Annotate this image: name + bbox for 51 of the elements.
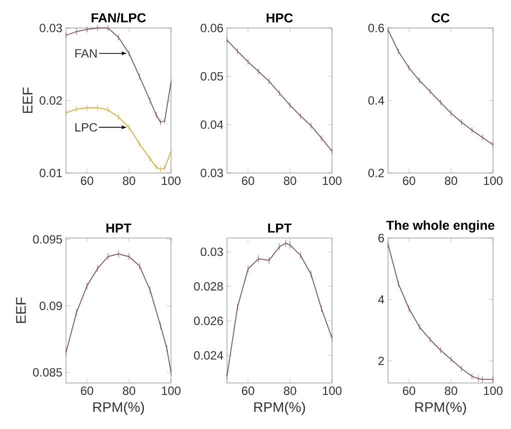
- y-tick-label: 4: [378, 295, 384, 304]
- y-tick-label: 2: [378, 356, 384, 366]
- chart-title: HPC: [266, 13, 293, 22]
- y-axis-title: EEF: [16, 297, 26, 323]
- chart-title: The whole engine: [386, 220, 494, 233]
- y-tick-label: 0.6: [368, 24, 384, 32]
- y-tick-label: 0.01: [40, 168, 62, 178]
- x-tick-label: 100: [162, 176, 181, 185]
- x-tick-label: 100: [322, 386, 342, 395]
- x-tick-label: 60: [80, 176, 94, 185]
- y-tick-label: 0.04: [200, 120, 224, 129]
- x-axis-title: RPM(%): [254, 402, 305, 415]
- y-tick-label: 0.095: [33, 235, 62, 244]
- y-axis-title: EEF: [22, 87, 32, 113]
- y-tick-label: 0.028: [194, 282, 223, 291]
- series-label: LPC: [75, 123, 98, 132]
- x-tick-label: 80: [444, 176, 458, 185]
- y-tick-label: 0.06: [200, 24, 223, 32]
- x-tick-label: 100: [484, 386, 503, 395]
- x-tick-label: 60: [242, 176, 254, 185]
- x-tick-label: 80: [444, 386, 458, 395]
- chart-title: FAN/LPC: [92, 12, 146, 23]
- y-tick-label: 0.03: [200, 168, 223, 178]
- y-tick-label: 0.03: [200, 248, 223, 256]
- x-tick-label: 80: [122, 176, 136, 185]
- x-tick-label: 60: [402, 386, 416, 395]
- chart-title: HPT: [106, 224, 132, 232]
- x-axis-title: RPM(%): [93, 402, 144, 415]
- x-tick-label: 60: [242, 386, 254, 395]
- x-tick-label: 80: [284, 176, 296, 185]
- y-tick-label: 0.2: [368, 168, 384, 178]
- y-tick-label: 6: [378, 234, 384, 242]
- x-tick-label: 80: [122, 386, 136, 395]
- x-tick-label: 100: [162, 386, 181, 395]
- series-label: FAN: [75, 49, 97, 58]
- y-tick-label: 0.05: [200, 72, 223, 81]
- chart-title: LPT: [268, 224, 292, 233]
- x-tick-label: 60: [80, 386, 94, 395]
- y-tick-label: 0.02: [40, 96, 62, 105]
- y-tick-label: 0.09: [40, 302, 62, 310]
- x-tick-label: 100: [484, 176, 503, 185]
- y-tick-label: 0.03: [40, 24, 62, 32]
- x-axis-title: RPM(%): [415, 402, 466, 415]
- y-tick-label: 0.085: [33, 368, 62, 377]
- chart-title: CC: [432, 13, 450, 22]
- y-tick-label: 0.4: [368, 96, 384, 105]
- y-tick-label: 0.026: [194, 316, 223, 326]
- x-tick-label: 60: [402, 176, 416, 185]
- x-tick-label: 80: [284, 386, 296, 395]
- y-tick-label: 0.024: [194, 351, 224, 360]
- x-tick-label: 100: [322, 176, 342, 185]
